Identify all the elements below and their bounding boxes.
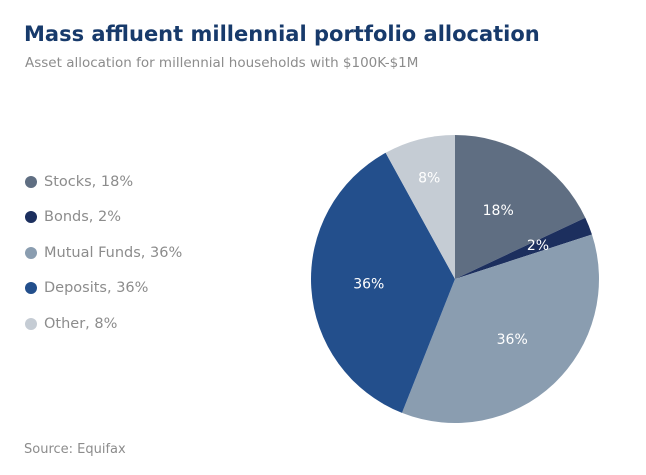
legend-swatch-bonds	[25, 211, 37, 224]
legend-swatch-stocks	[25, 175, 37, 188]
legend-item-deposits: Deposits, 36%	[25, 271, 182, 307]
pie-label-other: 8%	[418, 171, 440, 187]
legend-item-bonds: Bonds, 2%	[25, 200, 182, 236]
legend-label-bonds: Bonds, 2%	[44, 209, 121, 226]
pie-label-stocks: 18%	[483, 203, 514, 219]
chart-title: Mass affluent millennial portfolio alloc…	[24, 22, 540, 46]
pie-label-mutual-funds: 36%	[497, 332, 528, 348]
legend-label-mutual-funds: Mutual Funds, 36%	[44, 244, 183, 261]
pie-slice-deposits	[310, 152, 455, 413]
legend-label-other: Other, 8%	[44, 315, 118, 332]
pie-slice-other	[385, 135, 455, 279]
legend-label-deposits: Deposits, 36%	[44, 280, 149, 297]
source-note: Source: Equifax	[24, 442, 126, 457]
legend-swatch-deposits	[25, 282, 37, 295]
pie-label-bonds: 2%	[527, 238, 549, 254]
legend-label-stocks: Stocks, 18%	[44, 173, 134, 190]
pie-slice-mutual-funds	[401, 234, 599, 424]
pie-label-deposits: 36%	[353, 276, 384, 292]
pie-slice-bonds	[455, 217, 592, 279]
legend-item-other: Other, 8%	[25, 306, 182, 342]
legend-swatch-other	[25, 317, 37, 330]
pie-slice-stocks	[455, 135, 586, 279]
chart-subtitle: Asset allocation for millennial househol…	[25, 55, 419, 71]
legend-swatch-mutual-funds	[25, 246, 37, 259]
legend-item-stocks: Stocks, 18%	[25, 164, 182, 200]
legend: Stocks, 18% Bonds, 2% Mutual Funds, 36% …	[25, 164, 182, 342]
legend-item-mutual-funds: Mutual Funds, 36%	[25, 235, 182, 271]
